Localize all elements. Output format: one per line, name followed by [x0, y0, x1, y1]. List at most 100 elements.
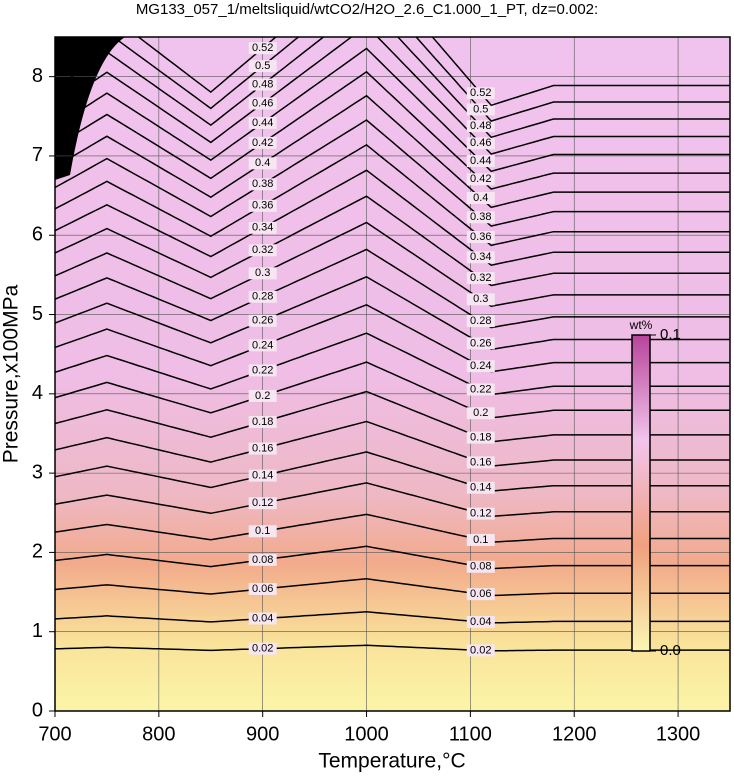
contour-line	[55, 644, 730, 652]
contour-line	[55, 451, 730, 492]
contour-label-bg	[248, 612, 277, 625]
contour-label-bg	[248, 469, 277, 482]
contour-label: 0.06	[252, 583, 273, 595]
x-tick-label: 900	[246, 723, 279, 745]
contour-line	[55, 578, 730, 597]
x-tick-label: 1100	[449, 723, 492, 745]
contour-label-bg	[248, 525, 277, 538]
contour-label-bg	[248, 136, 277, 149]
y-tick-label: 8	[32, 65, 43, 87]
contour-label-bg	[466, 456, 495, 469]
contour-label-bg	[466, 560, 495, 573]
contour-label-bg	[466, 315, 495, 328]
y-tick-label: 6	[32, 224, 43, 246]
contour-label-bg	[248, 97, 277, 110]
contour-label: 0.24	[252, 339, 273, 351]
contour-label: 0.02	[252, 643, 273, 655]
contour-label-bg	[466, 211, 495, 224]
colorbar-tick-label: 0.1	[660, 326, 681, 343]
unstable-region	[55, 37, 125, 180]
y-tick-label: 0	[32, 699, 43, 721]
x-tick-label: 1300	[656, 723, 701, 745]
contour-label-bg	[466, 120, 495, 133]
contour-label: 0.36	[252, 200, 273, 212]
contour-label-bg	[248, 497, 277, 510]
contour-line	[55, 611, 730, 624]
contour-label: 0.5	[473, 103, 488, 115]
contour-label: 0.44	[470, 155, 491, 167]
contour-label: 0.32	[252, 244, 273, 256]
contour-label: 0.42	[470, 173, 491, 185]
contour-label: 0.08	[470, 561, 491, 573]
contour-label-bg	[248, 364, 277, 377]
y-axis-title: Pressure,x100MPa	[0, 284, 23, 463]
contour-label-bg	[466, 588, 495, 601]
contour-label: 0.1	[473, 534, 488, 546]
contour-label: 0.28	[470, 315, 491, 327]
contour-label-bg	[248, 290, 277, 303]
contour-label: 0.1	[255, 525, 270, 537]
contour-label: 0.12	[252, 497, 273, 509]
contour-line	[55, 420, 730, 467]
y-tick-label: 3	[32, 461, 43, 483]
contour-line	[55, 70, 730, 190]
contour-label-bg	[248, 60, 277, 73]
contour-label: 0.32	[470, 272, 491, 284]
contour-label: 0.14	[470, 482, 491, 494]
contour-label-bg	[466, 87, 495, 100]
x-tick-label: 700	[38, 723, 71, 745]
contour-line	[55, 143, 730, 247]
contour-label: 0.12	[470, 507, 491, 519]
contour-label: 0.34	[470, 251, 491, 263]
contour-label-bg	[466, 616, 495, 629]
contour-line	[55, 169, 730, 267]
contour-line	[55, 221, 730, 308]
x-tick-label: 1000	[344, 723, 389, 745]
contour-label-bg	[248, 244, 277, 257]
contour-label-bg	[248, 267, 277, 280]
contour-line	[55, 332, 730, 396]
contour-line	[55, 47, 730, 173]
contour-label-bg	[248, 78, 277, 91]
x-tick-label: 1200	[552, 723, 597, 745]
contour-label: 0.2	[473, 407, 488, 419]
y-tick-label: 4	[32, 382, 43, 404]
contour-label-bg	[466, 155, 495, 168]
contour-label-bg	[466, 337, 495, 350]
contour-label-bg	[248, 178, 277, 191]
contour-label: 0.02	[470, 644, 491, 656]
contour-label: 0.16	[252, 442, 273, 454]
contour-label: 0.4	[473, 192, 488, 204]
contour-line	[55, 545, 730, 570]
colorbar-tick-label: 0.0	[660, 642, 681, 659]
contour-label: 0.06	[470, 588, 491, 600]
contour-label-bg	[466, 293, 495, 306]
contour-label: 0.24	[470, 360, 491, 372]
contour-label-bg	[466, 272, 495, 285]
contour-line	[55, 94, 730, 209]
contour-label-bg	[466, 173, 495, 186]
contour-label-bg	[248, 389, 277, 402]
contour-label: 0.38	[470, 211, 491, 223]
contour-label: 0.2	[255, 390, 270, 402]
contour-label-bg	[248, 116, 277, 129]
contour-label: 0.3	[255, 267, 270, 279]
contour-line	[55, 390, 730, 443]
contour-label: 0.5	[255, 60, 270, 72]
contour-label: 0.22	[252, 364, 273, 376]
contour-label-bg	[248, 415, 277, 428]
contour-label-bg	[466, 192, 495, 205]
x-tick-label: 800	[142, 723, 175, 745]
contour-label-bg	[466, 383, 495, 396]
contour-label-bg	[248, 582, 277, 595]
contour-label: 0.38	[252, 178, 273, 190]
contour-label: 0.16	[470, 456, 491, 468]
colorbar-label: wt%	[629, 318, 653, 332]
contour-label: 0.3	[473, 293, 488, 305]
chart-title: MG133_057_1/meltsliquid/wtCO2/H2O_2.6_C1…	[136, 1, 598, 18]
contour-label: 0.46	[470, 137, 491, 149]
contour-label-bg	[248, 221, 277, 234]
contour-label: 0.14	[252, 470, 273, 482]
contour-line	[55, 37, 730, 122]
